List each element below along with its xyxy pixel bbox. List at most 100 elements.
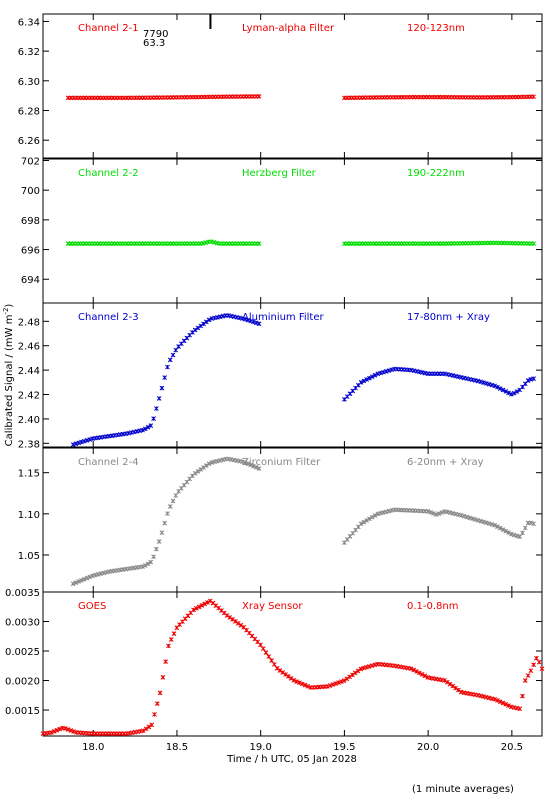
data-point	[500, 387, 506, 393]
data-point	[154, 701, 160, 706]
data-point	[509, 531, 514, 537]
data-point	[536, 659, 542, 665]
data-point	[154, 406, 159, 411]
data-point	[528, 668, 534, 674]
data-point	[201, 321, 206, 327]
data-point	[253, 465, 259, 470]
data-point	[256, 466, 262, 471]
data-point	[84, 575, 90, 581]
y-axis-title: Calibrated Signal / (mW m-2)	[2, 304, 15, 447]
data-series-segment-1	[40, 598, 545, 736]
data-point	[248, 462, 254, 468]
data-point	[531, 94, 536, 100]
data-point	[525, 673, 531, 678]
data-point	[358, 380, 364, 385]
event-marker-label: 7790	[143, 29, 168, 40]
panel-filter-label: Aluminium Filter	[242, 312, 325, 323]
y-tick-label: 6.32	[18, 47, 40, 58]
data-point	[444, 679, 450, 685]
data-point	[364, 377, 370, 382]
y-tick-label: 6.34	[18, 17, 40, 28]
data-point	[251, 319, 256, 325]
data-point	[242, 316, 248, 322]
data-point	[256, 94, 262, 99]
data-point	[160, 674, 166, 680]
data-point	[196, 604, 202, 610]
data-point	[203, 463, 209, 469]
data-point	[170, 352, 176, 358]
x-axis: 18.0 18.5 19.0 19.5 20.0 20.5	[82, 742, 523, 753]
data-point	[159, 385, 165, 391]
data-point	[517, 534, 523, 540]
panel-filter-label: Xray Sensor	[242, 601, 303, 612]
data-point	[327, 683, 333, 688]
data-point	[157, 690, 163, 696]
data-point	[171, 631, 177, 636]
data-point	[168, 637, 174, 642]
data-point	[531, 241, 536, 246]
data-point	[375, 371, 381, 377]
data-point	[495, 384, 500, 390]
data-point	[148, 423, 154, 428]
data-point	[330, 682, 336, 687]
data-point	[514, 389, 520, 394]
data-point	[431, 511, 436, 516]
data-point	[442, 678, 447, 683]
panel-channel-label: Channel 2-1	[78, 23, 139, 34]
y-tick-label: 0.0035	[5, 588, 40, 599]
data-point	[245, 461, 251, 467]
data-point	[439, 510, 445, 515]
data-point	[62, 726, 68, 731]
data-point	[511, 390, 517, 396]
data-point	[299, 681, 305, 687]
data-point	[248, 318, 254, 324]
data-point	[492, 383, 498, 389]
data-point	[68, 728, 74, 733]
data-point	[76, 440, 82, 446]
data-point	[143, 726, 149, 732]
data-point	[525, 378, 531, 383]
panel-band-label: 0.1-0.8nm	[407, 601, 459, 612]
data-point	[73, 441, 79, 447]
data-series-segment-1	[65, 94, 262, 101]
data-point	[503, 389, 509, 394]
data-point	[193, 605, 199, 611]
data-point	[361, 519, 367, 525]
panel-filter-label: Herzberg Filter	[242, 168, 317, 179]
data-series-segment-1	[65, 239, 262, 246]
y-tick-label: 696	[21, 246, 40, 257]
data-point	[369, 514, 375, 520]
y-tick-label: 6.30	[18, 77, 40, 88]
data-point	[503, 701, 509, 707]
data-point	[87, 574, 93, 580]
panel-band-label: 120-123nm	[407, 23, 465, 34]
panel-channel-label: Channel 2-3	[78, 312, 139, 323]
y-tick-label: 6.26	[18, 136, 40, 147]
data-point	[419, 672, 425, 677]
data-point	[151, 416, 156, 422]
data-point	[167, 504, 173, 509]
data-point	[235, 620, 241, 626]
data-point	[531, 521, 536, 527]
data-point	[163, 659, 169, 664]
panel-2: 694 696 698 700 702 Channel 2-2 Herzberg Filte…	[21, 156, 543, 304]
data-point	[347, 674, 353, 680]
data-point	[256, 241, 262, 246]
data-point	[495, 524, 500, 529]
data-point	[416, 670, 422, 676]
data-point	[456, 687, 461, 693]
data-point	[70, 442, 76, 447]
data-point	[350, 672, 355, 678]
data-point	[240, 459, 245, 465]
data-point	[224, 613, 230, 618]
data-point	[280, 670, 286, 675]
data-point	[206, 461, 212, 467]
data-point	[165, 364, 170, 370]
y-tick-label: 2.46	[18, 342, 40, 353]
y-tick-label: 2.48	[18, 317, 40, 328]
y-tick-label: 6.28	[18, 106, 40, 117]
x-tick-label: 18.5	[166, 742, 188, 753]
data-point	[70, 581, 76, 587]
data-point	[291, 677, 297, 683]
